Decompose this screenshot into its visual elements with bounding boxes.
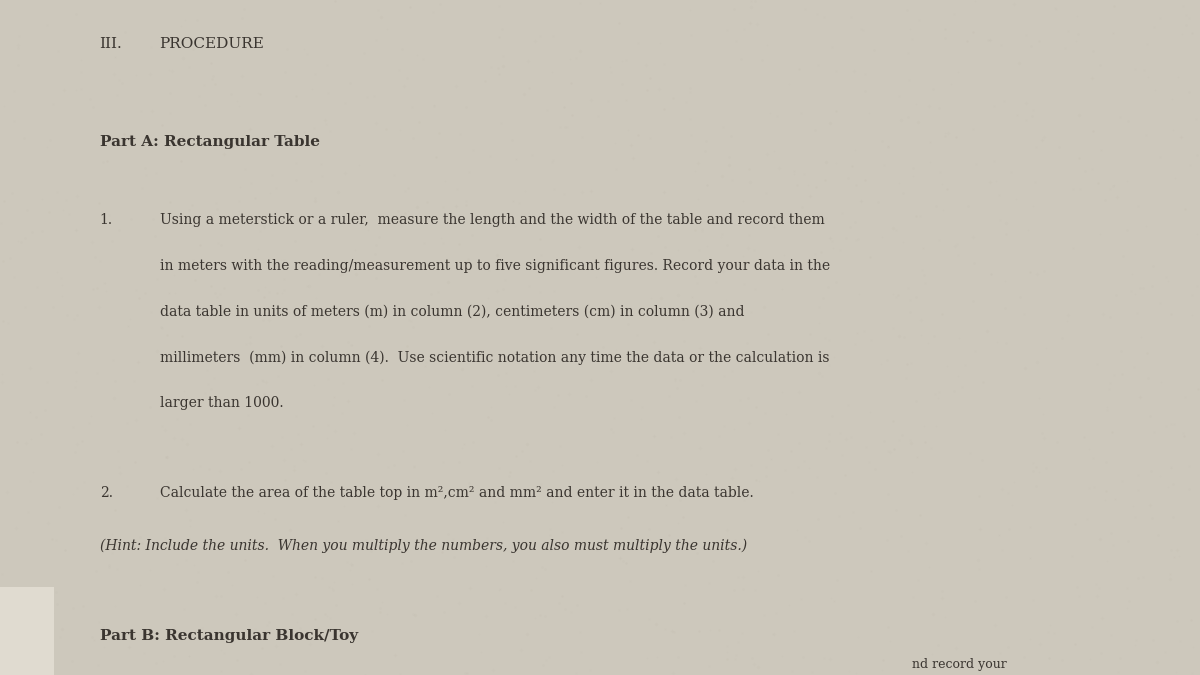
Text: data table in units of meters (m) in column (2), centimeters (cm) in column (3) : data table in units of meters (m) in col… xyxy=(160,304,744,319)
Text: Part B: Rectangular Block/Toy: Part B: Rectangular Block/Toy xyxy=(100,629,358,643)
Text: millimeters  (mm) in column (4).  Use scientific notation any time the data or t: millimeters (mm) in column (4). Use scie… xyxy=(160,350,829,364)
Text: Part A: Rectangular Table: Part A: Rectangular Table xyxy=(100,135,319,149)
Text: III.: III. xyxy=(100,37,122,51)
Text: Calculate the area of the table top in m²,cm² and mm² and enter it in the data t: Calculate the area of the table top in m… xyxy=(160,486,754,500)
Text: PROCEDURE: PROCEDURE xyxy=(160,37,264,51)
Text: larger than 1000.: larger than 1000. xyxy=(160,396,283,410)
FancyBboxPatch shape xyxy=(0,587,54,675)
Text: Using a meterstick or a ruler,  measure the length and the width of the table an: Using a meterstick or a ruler, measure t… xyxy=(160,213,824,227)
Text: (Hint: Include the units.  When you multiply the numbers, you also must multiply: (Hint: Include the units. When you multi… xyxy=(100,539,746,553)
Text: 1.: 1. xyxy=(100,213,113,227)
Text: nd record your: nd record your xyxy=(912,658,1007,671)
Text: in meters with the reading/measurement up to five significant figures. Record yo: in meters with the reading/measurement u… xyxy=(160,259,829,273)
Text: 2.: 2. xyxy=(100,486,113,500)
